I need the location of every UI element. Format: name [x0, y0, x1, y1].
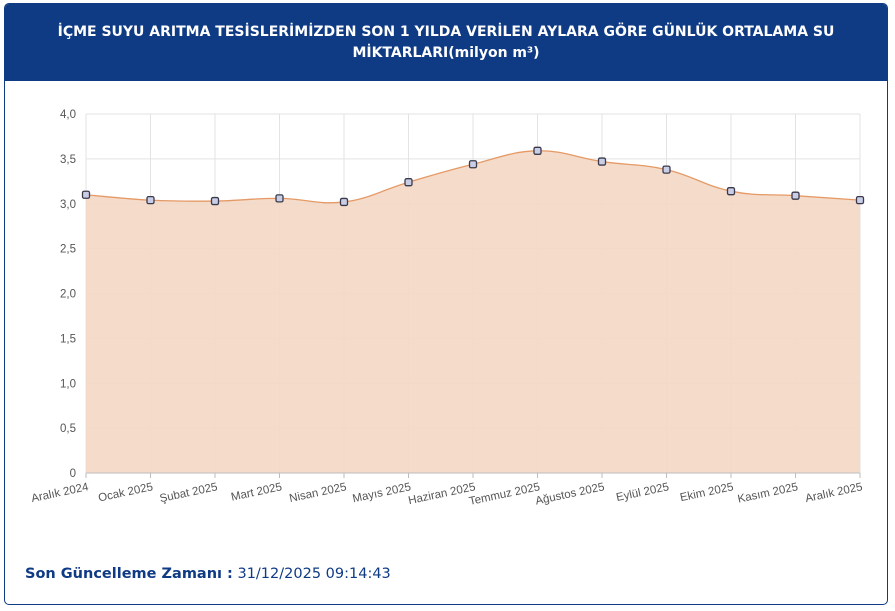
x-tick-label: Mart 2025 [230, 481, 283, 504]
x-tick-label: Nisan 2025 [288, 481, 347, 505]
last-update-value: 31/12/2025 09:14:43 [237, 566, 391, 582]
series-area [86, 150, 860, 473]
y-tick-label: 3,0 [60, 199, 76, 211]
x-tick-label: Kasım 2025 [737, 481, 800, 505]
data-point-marker [81, 190, 91, 199]
data-point-marker [662, 165, 671, 174]
x-tick-label: Ocak 2025 [97, 481, 154, 504]
data-point-marker [210, 196, 220, 206]
y-tick-label: 0 [70, 468, 76, 480]
x-tick-label: Mayıs 2025 [351, 481, 412, 505]
y-tick-label: 1,0 [60, 378, 76, 390]
data-point-marker [726, 187, 736, 196]
y-tick-label: 2,0 [60, 289, 76, 301]
chart-title: İÇME SUYU ARITMA TESİSLERİMİZDEN SON 1 Y… [57, 23, 835, 61]
data-point-marker [533, 146, 542, 155]
x-tick-label: Aralık 2025 [804, 481, 863, 505]
x-tick-label: Eylül 2025 [615, 481, 670, 504]
y-tick-label: 0,5 [60, 423, 76, 435]
card-header: İÇME SUYU ARITMA TESİSLERİMİZDEN SON 1 Y… [5, 4, 887, 81]
data-point-marker [275, 194, 284, 203]
x-tick-label: Aralık 2024 [30, 481, 90, 505]
data-point-marker [146, 196, 155, 205]
last-update: Son Güncelleme Zamanı : 31/12/2025 09:14… [25, 566, 391, 582]
x-tick-label: Ağustos 2025 [534, 481, 605, 507]
x-tick-label: Ekim 2025 [679, 481, 735, 504]
line-area-chart: 0 0,5 1,0 1,5 2,0 2,5 3,0 3,5 4,0 Aralık 2024 Ocak… [30, 109, 865, 508]
x-tick-label: Haziran 2025 [407, 481, 476, 507]
data-point-marker [404, 178, 413, 187]
y-tick-label: 1,5 [60, 333, 76, 345]
chart-area: 0 0,5 1,0 1,5 2,0 2,5 3,0 3,5 4,0 Aralık 2024 Ocak… [5, 81, 887, 526]
y-tick-label: 2,5 [60, 244, 76, 256]
data-point-marker [597, 157, 607, 166]
chart-card: İÇME SUYU ARITMA TESİSLERİMİZDEN SON 1 Y… [4, 3, 888, 605]
last-update-label: Son Güncelleme Zamanı : [25, 566, 233, 582]
data-point-marker [339, 197, 349, 207]
data-point-marker [468, 160, 478, 169]
data-point-marker [791, 191, 800, 200]
x-tick-label: Temmuz 2025 [468, 481, 541, 508]
y-tick-label: 4,0 [60, 109, 76, 121]
x-tick-label: Şubat 2025 [159, 481, 219, 505]
y-tick-label: 3,5 [60, 154, 76, 166]
data-point-marker [855, 196, 865, 205]
